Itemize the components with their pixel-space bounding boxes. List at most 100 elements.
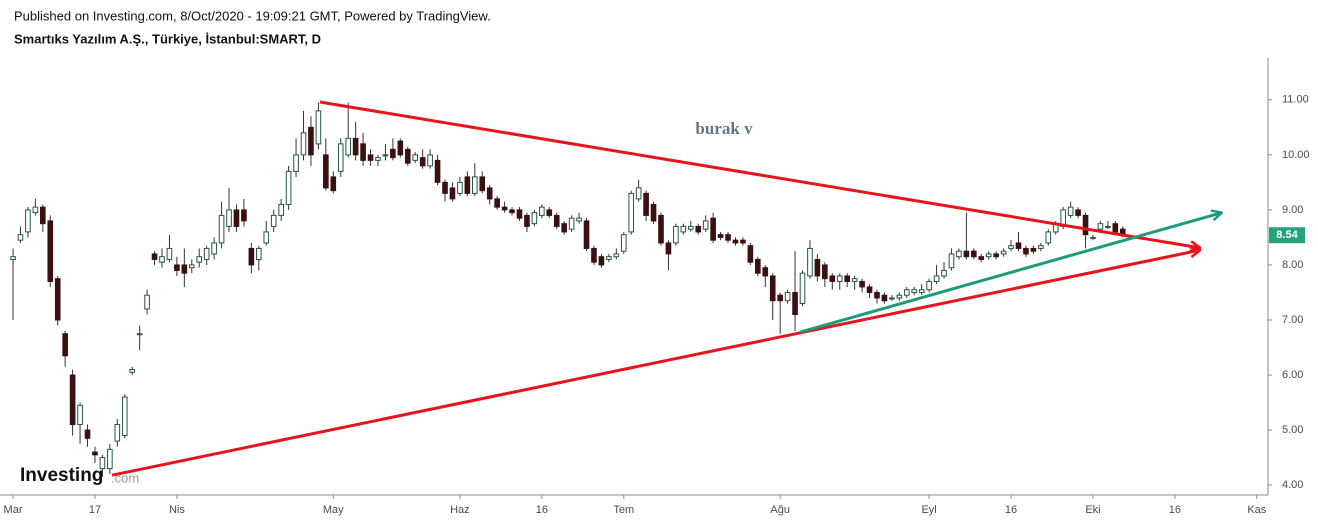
candle-body	[77, 404, 83, 426]
candle-body	[866, 286, 873, 293]
x-tick-label: 16	[1005, 504, 1017, 516]
candle-body	[375, 157, 381, 161]
candle-body	[464, 176, 471, 194]
candle-body	[598, 256, 605, 266]
candle-body	[985, 253, 992, 258]
candle-body	[233, 209, 240, 227]
x-tick-label: Eki	[1085, 504, 1100, 516]
candle-body	[933, 275, 940, 282]
logo-name: Investing	[20, 465, 103, 486]
trend-line	[799, 213, 1222, 334]
candle-body	[665, 242, 672, 255]
candle-body	[948, 253, 955, 269]
candle-body	[248, 247, 255, 266]
candle-body	[404, 148, 411, 164]
candle-body	[412, 154, 419, 161]
x-tick-label: 16	[536, 504, 548, 516]
candle-body	[494, 198, 500, 208]
candle-body	[918, 289, 925, 293]
candle-body	[1090, 236, 1096, 239]
candle-body	[17, 234, 24, 241]
candle-body	[144, 294, 150, 310]
x-tick-label: Ağu	[770, 504, 790, 516]
candle-body	[397, 140, 404, 156]
candle-body	[226, 209, 232, 227]
candle-body	[1008, 245, 1014, 249]
candle-body	[606, 256, 612, 260]
candle-body	[107, 448, 113, 470]
candle-body	[47, 220, 54, 282]
candle-body	[993, 253, 999, 258]
candle-body	[159, 256, 165, 263]
candle-body	[576, 217, 582, 222]
candle-body	[382, 154, 389, 157]
candle-body	[293, 154, 299, 172]
candle-body	[687, 225, 694, 230]
y-tick-label: 9.00	[1282, 204, 1303, 216]
candle-body	[129, 369, 136, 373]
candle-body	[881, 294, 888, 302]
candle-body	[650, 203, 657, 222]
logo-suffix: .com	[111, 470, 139, 485]
candle-body	[643, 192, 649, 216]
candle-body	[740, 239, 746, 244]
candle-body	[844, 275, 851, 282]
x-tick-label: Kas	[1247, 504, 1266, 516]
candle-body	[568, 217, 575, 230]
candle-body	[308, 126, 314, 156]
candle-body	[1045, 231, 1052, 244]
candle-body	[188, 264, 195, 269]
x-tick-label: Tem	[613, 504, 634, 516]
candle-body	[442, 181, 448, 194]
candle-body	[501, 206, 508, 211]
y-tick-label: 4.00	[1282, 479, 1303, 491]
candle-body	[769, 275, 776, 302]
candle-body	[971, 250, 977, 258]
plot-area: burak v	[10, 100, 1222, 477]
candle-body	[859, 280, 865, 288]
candle-body	[1023, 247, 1029, 255]
candle-body	[799, 272, 806, 304]
x-tick-label: 16	[1169, 504, 1181, 516]
candle-body	[181, 264, 188, 274]
candle-body	[278, 203, 284, 216]
candle-body	[323, 154, 329, 189]
candle-body	[218, 214, 225, 244]
candle-body	[1075, 209, 1081, 216]
x-tick-label: Haz	[450, 504, 470, 516]
candle-body	[822, 264, 828, 280]
published-note: Published on Investing.com, 8/Oct/2020 -…	[14, 8, 491, 23]
candle-body	[449, 187, 456, 200]
candle-body	[427, 154, 433, 167]
candle-body	[747, 245, 754, 263]
candle-body	[710, 217, 716, 241]
candle-body	[196, 256, 203, 263]
y-tick-label: 10.00	[1282, 149, 1310, 161]
candle-body	[69, 374, 76, 426]
candle-body	[1030, 247, 1037, 252]
candle-body	[561, 223, 567, 233]
candle-body	[889, 297, 895, 300]
candle-body	[367, 154, 374, 161]
candle-body	[583, 220, 590, 249]
candle-body	[903, 289, 910, 296]
candle-body	[486, 187, 493, 200]
candle-body	[963, 250, 970, 258]
candle-body	[40, 206, 46, 225]
candle-body	[62, 333, 68, 357]
candle-body	[635, 187, 642, 200]
price-tag	[1269, 227, 1305, 244]
candle-body	[896, 294, 903, 299]
candle-body	[360, 143, 366, 161]
y-tick-label: 5.00	[1282, 424, 1303, 436]
candle-body	[54, 278, 61, 321]
candle-body	[755, 258, 761, 274]
x-tick-label: 17	[89, 504, 101, 516]
candle-body	[434, 159, 441, 183]
candle-body	[717, 234, 724, 238]
candle-body	[263, 231, 270, 244]
candle-body	[1105, 225, 1111, 228]
candle-body	[732, 239, 739, 244]
annotation: burak v	[695, 119, 753, 138]
